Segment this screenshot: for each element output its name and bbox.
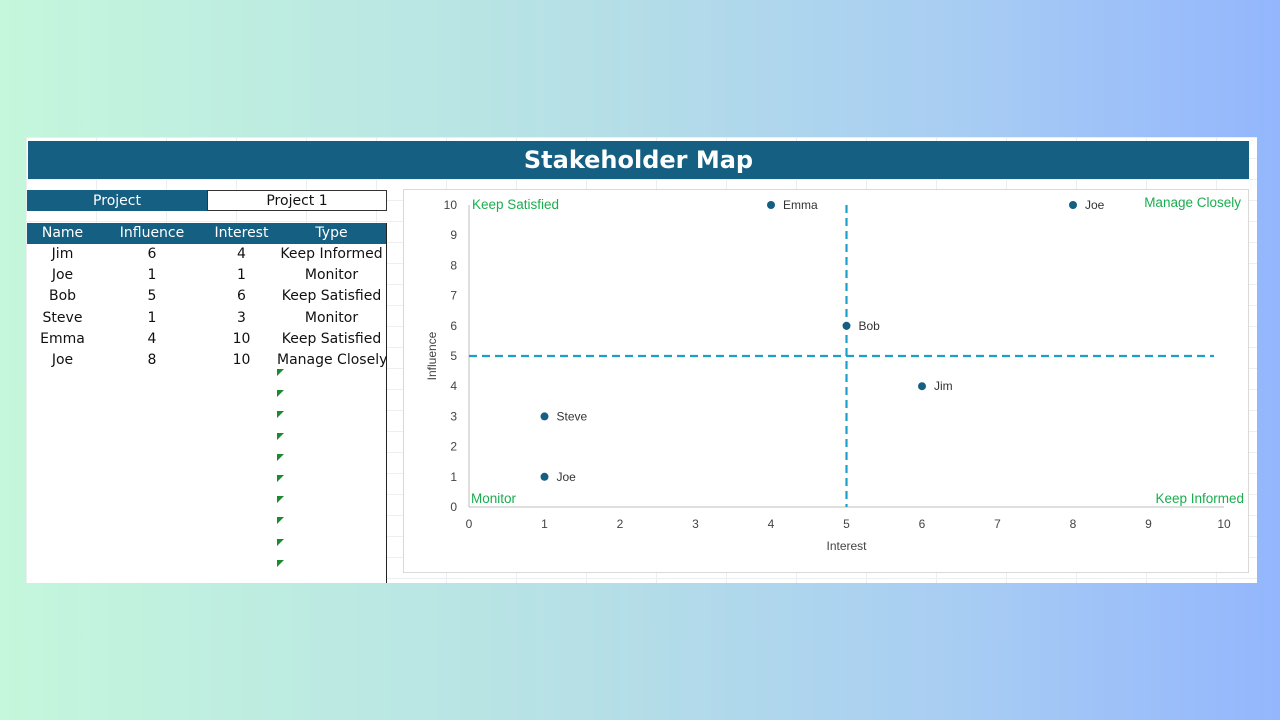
data-point [540, 412, 549, 421]
error-indicator-icon[interactable] [277, 517, 284, 525]
cell-name[interactable]: Joe [51, 351, 74, 368]
data-point-label: Joe [1085, 198, 1105, 212]
cell-name[interactable]: Emma [40, 330, 85, 347]
table-header: Name Influence Interest Type [27, 223, 386, 244]
error-indicators [277, 369, 287, 583]
data-point [767, 201, 775, 209]
project-label: Project [27, 190, 207, 211]
header-interest: Interest [214, 225, 269, 241]
x-tick-label: 0 [466, 517, 473, 531]
cell-type[interactable]: Keep Satisfied [281, 288, 382, 305]
x-tick-label: 10 [1217, 517, 1231, 531]
x-tick-label: 5 [843, 517, 850, 531]
x-tick-label: 7 [994, 517, 1001, 531]
y-tick-label: 7 [450, 289, 457, 303]
data-point [842, 321, 851, 330]
cell-influence[interactable]: 4 [147, 330, 157, 347]
quadrant-label-top-left: Keep Satisfied [472, 197, 559, 212]
cell-interest[interactable]: 10 [232, 351, 251, 368]
error-indicator-icon[interactable] [277, 432, 284, 440]
cell-interest[interactable]: 10 [232, 330, 251, 347]
stakeholder-table: Name Influence Interest Type Jim 6 4 Kee… [27, 223, 387, 583]
error-indicator-icon[interactable] [277, 390, 284, 398]
cell-type[interactable]: Manage Closely [277, 351, 388, 368]
project-select-cell[interactable]: Project 1 [207, 190, 387, 211]
header-name: Name [41, 225, 84, 241]
y-tick-label: 3 [450, 409, 457, 423]
quadrant-label-top-right: Manage Closely [1144, 195, 1241, 210]
y-tick-label: 8 [450, 258, 457, 272]
cell-name[interactable]: Bob [48, 288, 77, 305]
cell-name[interactable]: Joe [51, 267, 74, 284]
cell-influence[interactable]: 1 [147, 267, 157, 284]
x-tick-label: 6 [919, 517, 926, 531]
y-tick-label: 9 [450, 228, 457, 242]
x-tick-label: 1 [541, 517, 548, 531]
y-tick-label: 2 [450, 440, 457, 454]
y-tick-label: 4 [450, 379, 457, 393]
header-type: Type [315, 225, 348, 241]
table-row[interactable]: Joe 8 10 Manage Closely [27, 350, 388, 371]
quadrant-label-bottom-left: Monitor [471, 491, 517, 506]
page-title: Stakeholder Map [28, 141, 1249, 179]
cell-influence[interactable]: 1 [147, 309, 157, 326]
cell-interest[interactable]: 6 [237, 288, 246, 305]
error-indicator-icon[interactable] [277, 411, 284, 419]
cell-name[interactable]: Jim [51, 246, 74, 262]
x-axis-title: Interest [826, 539, 867, 553]
data-point [1069, 201, 1077, 209]
error-indicator-icon[interactable] [277, 559, 284, 567]
table-row[interactable]: Bob 5 6 Keep Satisfied [27, 286, 386, 307]
table-row[interactable]: Jim 6 4 Keep Informed [27, 244, 386, 265]
cell-influence[interactable]: 6 [147, 246, 157, 262]
y-tick-label: 1 [450, 470, 457, 484]
y-tick-label: 10 [444, 198, 458, 212]
y-tick-label: 6 [450, 319, 457, 333]
error-indicator-icon[interactable] [277, 475, 284, 482]
cell-type[interactable]: Monitor [304, 309, 359, 326]
data-point-label: Joe [557, 470, 577, 484]
cell-name[interactable]: Steve [42, 309, 83, 326]
cell-interest[interactable]: 1 [237, 267, 246, 284]
spreadsheet: Stakeholder Map Project Project 1 Name I… [26, 137, 1257, 583]
x-tick-label: 2 [617, 517, 624, 531]
data-point-label: Steve [557, 409, 588, 423]
x-tick-label: 9 [1145, 517, 1152, 531]
table-row[interactable]: Steve 1 3 Monitor [27, 308, 386, 329]
cell-interest[interactable]: 3 [237, 309, 246, 326]
x-tick-label: 4 [768, 517, 775, 531]
scatter-plot: 0 1 2 3 4 5 6 7 8 9 10 0 1 2 3 4 5 6 7 8 9 10 Interest Influenc… [425, 195, 1244, 553]
y-axis-title: Influence [425, 331, 439, 380]
error-indicator-icon[interactable] [277, 496, 284, 504]
y-tick-label: 0 [450, 500, 457, 514]
cell-type[interactable]: Keep Informed [280, 246, 383, 262]
cell-interest[interactable]: 4 [237, 246, 246, 262]
error-indicator-icon[interactable] [277, 453, 284, 461]
x-tick-label: 8 [1070, 517, 1077, 531]
table-row[interactable]: Emma 4 10 Keep Satisfied [27, 329, 386, 350]
error-indicator-icon[interactable] [277, 369, 284, 376]
table-row[interactable]: Joe 1 1 Monitor [27, 265, 386, 286]
y-tick-label: 5 [450, 349, 457, 363]
cell-influence[interactable]: 8 [147, 351, 157, 368]
header-influence: Influence [119, 225, 185, 241]
error-indicator-icon[interactable] [277, 538, 284, 546]
cell-influence[interactable]: 5 [147, 288, 157, 305]
data-point [918, 382, 926, 391]
stakeholder-chart[interactable]: 0 1 2 3 4 5 6 7 8 9 10 0 1 2 3 4 5 6 7 8 9 10 Interest Influenc… [403, 189, 1249, 573]
x-tick-label: 3 [692, 517, 699, 531]
quadrant-label-bottom-right: Keep Informed [1155, 491, 1244, 506]
cell-type[interactable]: Keep Satisfied [281, 330, 382, 347]
data-point [540, 472, 549, 481]
data-point-label: Jim [934, 379, 953, 393]
cell-type[interactable]: Monitor [304, 267, 359, 284]
data-point-label: Bob [859, 319, 881, 333]
data-point-label: Emma [783, 198, 818, 212]
